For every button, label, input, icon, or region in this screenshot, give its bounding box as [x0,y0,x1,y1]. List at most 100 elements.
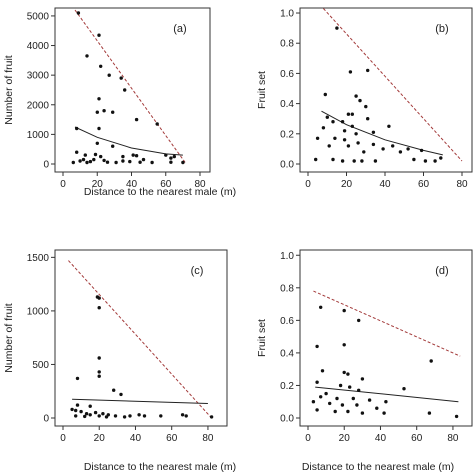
data-point [97,414,101,418]
data-point [184,414,188,418]
data-point [342,343,346,347]
data-point [315,380,319,384]
data-point [366,68,370,73]
data-point [360,411,365,415]
x-tick-label: 60 [411,433,423,444]
y-tick-label: 0.2 [280,129,294,140]
data-point [319,305,323,309]
data-point [320,369,325,373]
fit-line [74,126,183,156]
x-tick-label: 40 [130,433,142,444]
data-point [88,159,93,164]
y-tick-label: 5000 [27,11,50,22]
y-tick-label: 1500 [27,253,50,264]
data-point [141,157,146,162]
data-point [338,383,343,388]
data-point [454,414,459,419]
data-point [128,414,132,418]
data-point [358,98,362,103]
data-point [391,144,395,148]
data-point [113,414,118,418]
data-point [111,144,115,148]
data-point [348,385,352,389]
y-tick-label: 1000 [27,306,50,317]
data-point [83,153,88,157]
upper-bound-line [313,290,461,357]
data-point [350,124,354,128]
panel-b: (b) 0 20 40 60 80 0.0 0.2 0.4 0.6 0.8 1.0 Fruit set [256,7,473,190]
data-point [402,387,406,391]
data-point [123,88,127,92]
data-point [114,160,118,165]
data-point [342,308,346,313]
data-point [95,141,100,145]
data-point [333,136,337,140]
data-point [333,409,337,414]
data-point [122,415,127,419]
data-point [75,126,79,131]
data-point [111,110,115,114]
data-point [346,144,351,148]
y-tick-label: 0.0 [280,414,294,425]
data-point [360,377,365,381]
data-point [102,109,106,113]
x-axis-label: Distance to the nearest male (m) [302,461,454,473]
data-point [70,407,74,412]
data-point [75,403,80,407]
data-point [315,408,319,412]
data-point [155,122,159,126]
panel-d: (d) 0 20 40 60 80 0.0 0.2 0.4 0.6 0.8 1.0 Fruit set D… [256,249,473,473]
data-point [99,154,103,159]
data-point [97,356,101,360]
data-point [95,110,100,114]
data-point [350,112,354,116]
data-point [97,306,101,310]
x-tick-label: 60 [166,433,178,444]
x-tick-label: 40 [375,433,387,444]
data-point [97,296,101,300]
data-point [433,159,437,163]
data-point [119,76,123,80]
plot-frame [54,7,211,173]
x-tick-label: 40 [126,179,138,190]
y-axis-label: Number of fruit [3,303,15,373]
data-point [439,156,443,160]
data-point [102,158,106,163]
data-point [381,147,385,151]
data-point [75,376,80,381]
data-point [169,156,173,160]
plot-frame [54,249,228,427]
data-point [375,406,379,410]
data-point [93,152,98,157]
y-tick-label: 3000 [27,71,50,82]
data-point [97,374,101,378]
x-axis-label: Distance to the nearest male (m) [84,461,236,473]
data-point [382,411,386,415]
data-point [406,147,410,151]
upper-bound-line [323,8,463,162]
data-point [315,136,320,140]
data-point [327,144,331,148]
data-point [97,370,101,374]
data-point [85,160,89,165]
x-tick-label: 0 [305,179,311,190]
data-point [331,157,335,162]
panel-label: (c) [191,265,204,277]
x-tick-label: 20 [339,433,351,444]
data-point [104,415,109,419]
data-point [429,359,433,363]
x-tick-label: 60 [418,179,430,190]
x-tick-label: 20 [341,179,353,190]
data-point [85,54,89,58]
plot-frame [299,7,473,173]
data-point [134,154,139,158]
data-point [137,413,141,417]
data-point [328,401,332,406]
data-point [71,160,76,165]
y-axis-label: Fruit set [256,319,268,357]
panel-label: (d) [435,265,448,277]
y-tick-label: 0.4 [280,348,294,359]
x-tick-label: 80 [202,433,214,444]
data-point [97,126,101,131]
y-tick-label: 1.0 [280,251,294,262]
